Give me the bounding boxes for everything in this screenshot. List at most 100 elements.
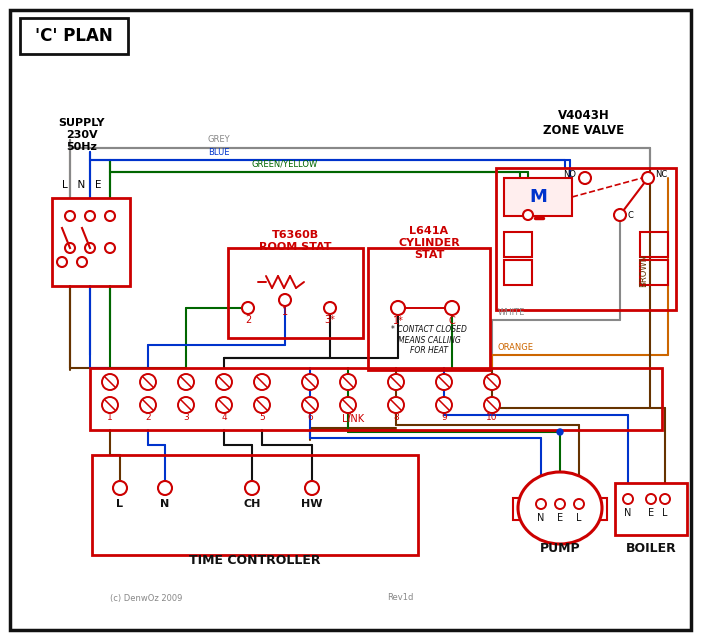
Bar [90,368,662,430]
Circle shape [536,499,546,509]
Text: * CONTACT CLOSED
MEANS CALLING
FOR HEAT: * CONTACT CLOSED MEANS CALLING FOR HEAT [391,325,467,355]
Circle shape [140,397,156,413]
Circle shape [279,294,291,306]
Text: E: E [557,513,563,523]
Text: 10: 10 [486,413,498,422]
Circle shape [216,374,232,390]
Circle shape [113,481,127,495]
Circle shape [85,211,95,221]
Text: BLUE: BLUE [208,148,230,157]
Text: 7: 7 [345,413,351,422]
Circle shape [242,302,254,314]
Circle shape [623,494,633,504]
Text: ORANGE: ORANGE [498,343,534,352]
Bar [52,198,130,286]
Circle shape [642,172,654,184]
Text: N: N [537,513,545,523]
Circle shape [388,374,404,390]
Circle shape [324,302,336,314]
Bar [92,455,418,555]
Circle shape [178,397,194,413]
Bar [20,18,128,54]
Circle shape [102,374,118,390]
Text: NC: NC [655,169,667,178]
Circle shape [105,211,115,221]
Text: C: C [628,210,634,219]
Text: TIME CONTROLLER: TIME CONTROLLER [190,553,321,567]
Circle shape [557,429,563,435]
Bar [228,248,363,338]
Text: L: L [576,513,582,523]
Text: 4: 4 [221,413,227,422]
Circle shape [57,257,67,267]
Bar [504,232,532,257]
Circle shape [614,209,626,221]
Text: SUPPLY
230V
50Hz: SUPPLY 230V 50Hz [59,119,105,152]
Text: (c) DenwOz 2009: (c) DenwOz 2009 [110,594,183,603]
Text: ROOM STAT: ROOM STAT [259,242,331,252]
Text: L   N   E: L N E [62,180,102,190]
Circle shape [646,494,656,504]
Text: E: E [648,508,654,518]
Text: N: N [160,499,170,509]
Circle shape [340,374,356,390]
Text: 9: 9 [441,413,447,422]
Bar [640,260,668,285]
Circle shape [65,211,75,221]
Circle shape [436,397,452,413]
Text: 'C' PLAN: 'C' PLAN [35,27,113,45]
Bar [504,178,572,216]
Circle shape [579,172,591,184]
Circle shape [340,397,356,413]
Circle shape [102,397,118,413]
Text: ZONE VALVE: ZONE VALVE [543,124,625,137]
Bar [587,498,607,520]
Circle shape [574,499,584,509]
Circle shape [388,397,404,413]
Text: CYLINDER: CYLINDER [398,238,460,248]
Circle shape [391,301,405,315]
Circle shape [302,374,318,390]
Circle shape [254,397,270,413]
Text: BROWN: BROWN [639,253,648,287]
Circle shape [105,243,115,253]
Text: 1*: 1* [392,316,404,326]
Text: GREY: GREY [208,135,231,144]
Text: T6360B: T6360B [272,230,319,240]
Circle shape [158,481,172,495]
Ellipse shape [518,472,602,544]
Text: CH: CH [244,499,260,509]
Text: STAT: STAT [413,250,444,260]
Text: 2: 2 [145,413,151,422]
Circle shape [660,494,670,504]
Text: BOILER: BOILER [625,542,676,554]
Bar [513,498,533,520]
Circle shape [254,374,270,390]
Bar [615,483,687,535]
Text: L: L [117,499,124,509]
Circle shape [484,397,500,413]
Bar [640,232,668,257]
Text: N: N [624,508,632,518]
Text: PUMP: PUMP [540,542,581,554]
Text: V4043H: V4043H [558,108,610,122]
Text: LINK: LINK [342,414,364,424]
Circle shape [302,397,318,413]
Text: M: M [529,188,547,206]
Text: C: C [449,316,456,326]
Circle shape [484,374,500,390]
Text: GREEN/YELLOW: GREEN/YELLOW [252,159,318,168]
Text: 3*: 3* [324,315,336,325]
Text: 6: 6 [307,413,313,422]
Text: 1: 1 [282,307,288,317]
Circle shape [85,243,95,253]
Circle shape [65,243,75,253]
Circle shape [245,481,259,495]
Circle shape [178,374,194,390]
Text: 3: 3 [183,413,189,422]
Text: 5: 5 [259,413,265,422]
Circle shape [436,374,452,390]
Circle shape [77,257,87,267]
Circle shape [445,301,459,315]
Text: Rev1d: Rev1d [387,594,413,603]
